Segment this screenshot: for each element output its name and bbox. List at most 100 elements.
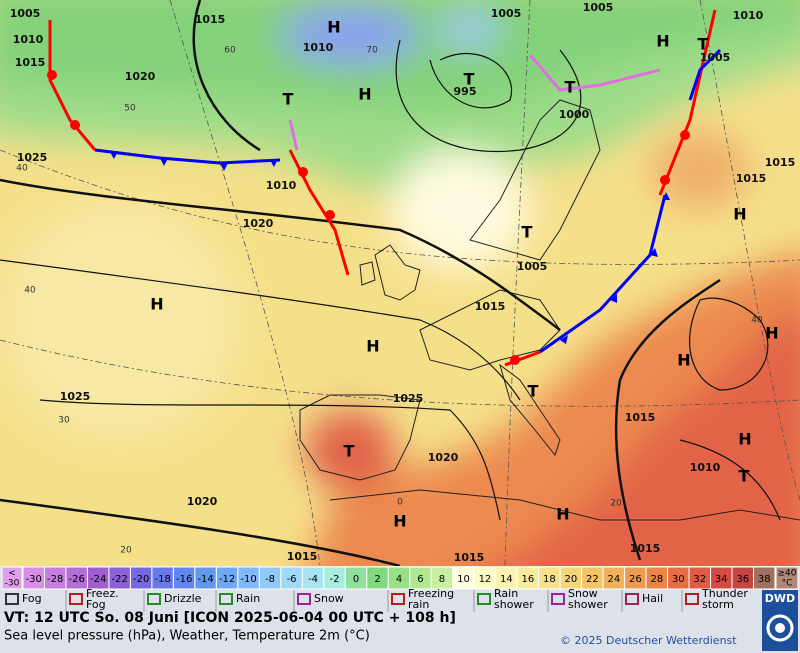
- scale-label: 20: [565, 574, 578, 585]
- pressure-label: 1010: [13, 33, 44, 46]
- pressure-label: 1015: [765, 156, 796, 169]
- pressure-label: 1015: [195, 13, 226, 26]
- pressure-center: H: [556, 505, 569, 524]
- legend-label: shower: [568, 598, 608, 611]
- logo-swirl: [766, 614, 794, 642]
- legend-label: Freez.: [86, 587, 119, 600]
- scale-label: 6: [417, 574, 423, 585]
- pressure-label: 1015: [625, 411, 656, 424]
- pressure-center: H: [656, 32, 669, 51]
- legend-icon: [219, 593, 233, 605]
- scale-label: -30: [26, 574, 42, 585]
- scale-label: 14: [500, 574, 513, 585]
- legend-label: Freezing: [408, 587, 454, 600]
- pressure-label: 1005: [700, 51, 731, 64]
- temperature-label: 0: [397, 498, 403, 508]
- legend-icon: [551, 593, 565, 605]
- scale-label: 16: [522, 574, 535, 585]
- pressure-center: T: [344, 442, 355, 461]
- scale-label: -24: [90, 574, 106, 585]
- pressure-label: 1025: [393, 392, 424, 405]
- valid-time: VT: 12 UTC So. 08 Juni [ICON 2025-06-04 …: [4, 610, 456, 626]
- scale-label: 22: [586, 574, 599, 585]
- pressure-label: 1005: [517, 260, 548, 273]
- legend-label: Drizzle: [164, 592, 202, 605]
- legend-label: Hail: [642, 592, 663, 605]
- legend-icon: [685, 593, 699, 605]
- pressure-center: H: [393, 512, 406, 531]
- scale-label: 4: [396, 574, 402, 585]
- pressure-center: H: [765, 324, 778, 343]
- scale-cell: [775, 566, 799, 590]
- isobars: [0, 0, 781, 566]
- legend-label: Thunder: [701, 587, 748, 600]
- scale-low-label: <: [8, 569, 16, 579]
- weather-map: 1005 1010 1015 1020 1025 1015 1010 995 1005 1005 1…: [0, 0, 800, 566]
- scale-label: 28: [650, 574, 663, 585]
- scale-label: 8: [439, 574, 445, 585]
- scale-label: 18: [543, 574, 556, 585]
- pressure-label: 1015: [454, 551, 485, 564]
- scale-label: -14: [197, 574, 213, 585]
- legend-icon: [477, 593, 491, 605]
- temperature-label: 40: [751, 316, 763, 326]
- scale-label: 24: [607, 574, 620, 585]
- temperature-label: 40: [16, 164, 28, 174]
- legend-label: shower: [494, 598, 534, 611]
- temperature-label: 20: [120, 546, 132, 556]
- scale-label: -20: [133, 574, 149, 585]
- pressure-center: T: [464, 70, 475, 89]
- legend-panel: <-30 -30 -28 -26 -24 -22 -20 -18 -16 -14 -12 -10 -8-…: [0, 566, 800, 653]
- scale-label: -6: [287, 574, 297, 585]
- scale-label: 12: [479, 574, 492, 585]
- scale-label: -10: [240, 574, 256, 585]
- scale-label: -4: [308, 574, 318, 585]
- scale-cell: [753, 566, 776, 590]
- legend-icon: [147, 593, 161, 605]
- legend-label: Rain: [236, 592, 260, 605]
- legend-icon: [391, 593, 405, 605]
- pressure-center: H: [677, 351, 690, 370]
- scale-low-label: -30: [5, 579, 20, 589]
- temperature-field: [0, 0, 800, 566]
- pressure-label: 995: [454, 85, 477, 98]
- copyright: © 2025 Deutscher Wetterdienst: [560, 634, 737, 647]
- pressure-center: T: [283, 90, 294, 109]
- scale-high-label: ≥40: [778, 569, 797, 579]
- pressure-center: H: [366, 337, 379, 356]
- temperature-label: 60: [224, 46, 236, 56]
- logo-center: [775, 623, 785, 633]
- temperature-label: 50: [124, 104, 136, 114]
- legend-label: Fog: [22, 592, 42, 605]
- legend-label: Snow: [568, 587, 598, 600]
- description: Sea level pressure (hPa), Weather, Tempe…: [4, 629, 370, 644]
- pressure-label: 1020: [428, 451, 459, 464]
- scale-label: 2: [374, 574, 380, 585]
- fronts: [47, 9, 722, 367]
- pressure-label: 1015: [287, 550, 318, 563]
- pressure-label: 1025: [60, 390, 91, 403]
- pressure-label: 1020: [243, 217, 274, 230]
- pressure-label: 1020: [187, 495, 218, 508]
- logo-text: DWD: [765, 592, 795, 605]
- pressure-label: 1015: [736, 172, 767, 185]
- legend-icon: [69, 593, 83, 605]
- temperature-label: 20: [610, 499, 622, 509]
- pressure-label: 1020: [125, 70, 156, 83]
- pressure-center: T: [739, 467, 750, 486]
- legend-label: storm: [702, 598, 734, 611]
- scale-high-label: °C: [782, 579, 793, 589]
- pressure-center: H: [150, 295, 163, 314]
- pressure-label: 1010: [690, 461, 721, 474]
- scale-label: 0: [353, 574, 359, 585]
- legend-icon: [5, 593, 19, 605]
- scale-label: -22: [112, 574, 128, 585]
- pressure-label: 1025: [17, 151, 48, 164]
- scale-label: 32: [693, 574, 706, 585]
- legend-label: Fog: [86, 598, 106, 611]
- scale-label: 26: [629, 574, 642, 585]
- scale-label: 34: [715, 574, 728, 585]
- scale-label: -18: [154, 574, 170, 585]
- pressure-label: 1000: [559, 108, 590, 121]
